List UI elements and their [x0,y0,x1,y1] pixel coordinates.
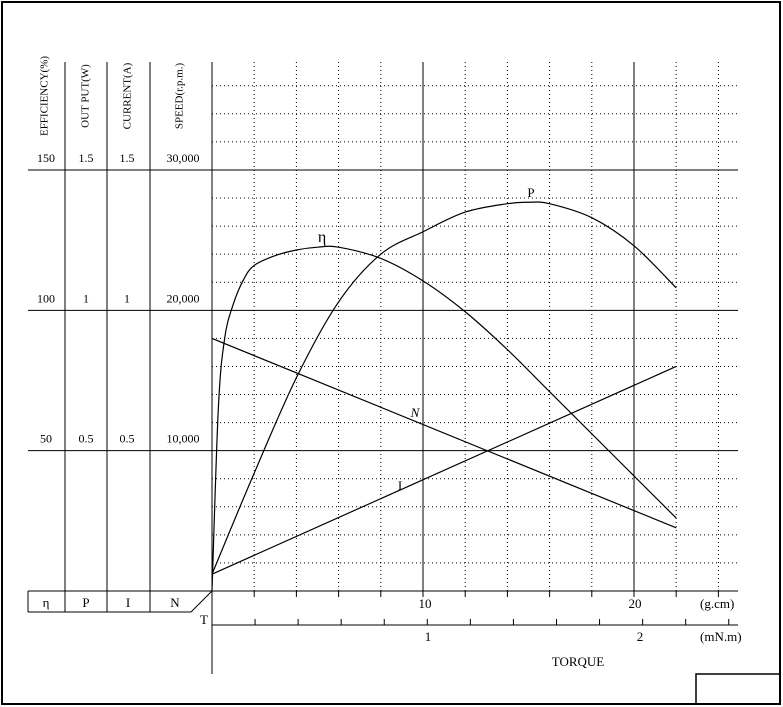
series-label-eta: η [318,229,326,246]
series-line-N [211,337,677,529]
axis-tick-P-0: 0.5 [79,432,94,446]
axis-tick-I-1: 1 [124,291,130,305]
axis-tick-N-1: 20,000 [167,291,200,305]
origin-label: T [200,612,208,627]
series-label-I: I [398,478,402,493]
legend-symbol-I: I [126,595,130,610]
axis-tick-I-2: 1.5 [120,151,135,165]
x-unit-mnm: (mN.m) [700,629,742,644]
axis-tick-eta-1: 100 [37,291,55,305]
series-line-eta [211,245,677,592]
legend-symbol-N: N [170,595,180,610]
x-tick-gcm-10: 10 [419,596,432,611]
x-unit-gcm: (g.cm) [700,596,734,611]
axis-label-eta: EFFICIENCY(%) [39,56,51,136]
series-label-P: P [527,185,534,200]
axis-tick-P-1: 1 [83,291,89,305]
corner-box [695,673,781,705]
x-tick-gcm-20: 20 [629,596,642,611]
legend-symbol-eta: η [43,595,50,610]
x-tick-mnm-2: 2 [637,629,644,644]
axis-tick-N-0: 10,000 [167,432,200,446]
axis-label-I: CURRENT(A) [122,62,134,129]
axis-tick-I-0: 0.5 [120,432,135,446]
axis-tick-eta-0: 50 [40,432,52,446]
legend-symbol-P: P [82,595,89,610]
axis-label-N: SPEED(r.p.m.) [174,63,186,130]
axis-labels: EFFICIENCY(%) OUT PUT(W) CURRENT(A) SPEED(r… [39,56,186,136]
axis-tick-eta-2: 150 [37,151,55,165]
frame-lines [27,62,738,674]
series-layer: η P N I [211,185,677,592]
series-line-P [211,201,677,575]
axis-label-P: OUT PUT(W) [80,64,92,128]
axis-tick-N-2: 30,000 [167,151,200,165]
grid-minor [212,62,738,591]
series-line-I [211,365,677,575]
axis-tick-P-2: 1.5 [79,151,94,165]
axis-ticks: 50 100 150 0.5 1 1.5 0.5 1 1.5 10,000 20,000 30,000 [37,151,200,446]
x-tick-mnm-1: 1 [425,629,432,644]
x-axis-title: TORQUE [552,654,605,669]
legend-diagonal-line [190,590,213,613]
series-label-N: N [410,405,421,420]
